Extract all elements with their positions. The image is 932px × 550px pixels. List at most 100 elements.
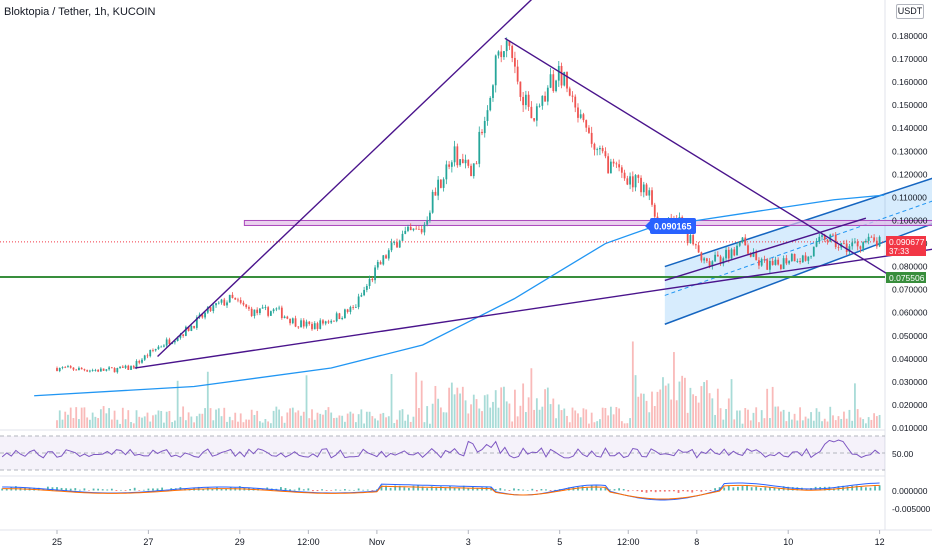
candle-body <box>585 120 588 128</box>
candle-body <box>272 309 275 312</box>
macd-hist-bar <box>357 488 360 491</box>
volume-bar <box>758 422 760 428</box>
macd-hist-bar <box>124 490 127 491</box>
candle-body <box>456 146 459 166</box>
volume-bar <box>714 414 716 428</box>
candle-body <box>508 40 511 46</box>
currency-button[interactable]: USDT <box>896 4 924 19</box>
candle-body <box>132 366 135 368</box>
macd-hist-bar <box>407 487 410 491</box>
volume-bar <box>341 415 344 428</box>
volume-bar <box>283 422 286 428</box>
volume-bar <box>854 383 856 428</box>
volume-bar <box>193 422 195 428</box>
candle-body <box>138 360 141 363</box>
candle-body <box>804 255 807 261</box>
candle-body <box>593 143 596 150</box>
volume-bar <box>481 411 483 428</box>
candle-body <box>862 242 865 249</box>
price-tick-label: 0.080000 <box>892 262 928 272</box>
macd-hist-bar <box>577 487 579 491</box>
candle-body <box>80 367 83 370</box>
volume-bar <box>675 400 678 428</box>
macd-hist-bar <box>705 490 707 491</box>
macd-hist-bar <box>791 487 794 491</box>
volume-bar <box>875 416 878 428</box>
candle-body <box>492 85 494 98</box>
candle-body <box>812 246 815 257</box>
volume-bar <box>810 412 812 428</box>
candle-body <box>555 80 557 92</box>
volume-bar <box>176 380 179 428</box>
candle-body <box>442 179 445 188</box>
macd-hist-bar <box>732 487 735 491</box>
candle-body <box>538 105 541 107</box>
macd-hist-bar <box>535 490 538 492</box>
candle-body <box>374 267 376 281</box>
volume-bar <box>684 377 686 428</box>
candle-body <box>774 259 777 265</box>
volume-bar <box>703 382 706 428</box>
macd-hist-bar <box>120 489 122 491</box>
time-tick-label: 3 <box>466 537 471 547</box>
volume-bar <box>437 398 440 428</box>
candle-body <box>574 96 577 108</box>
volume-bar <box>689 387 692 428</box>
candle-body <box>500 51 503 58</box>
candle-body <box>165 339 168 346</box>
volume-bar <box>412 416 415 428</box>
candle-body <box>259 308 261 314</box>
volume-bar <box>541 406 544 428</box>
resistance-zone <box>243 219 932 226</box>
volume-bar <box>514 389 516 428</box>
candle-body <box>719 256 722 264</box>
candle-body <box>253 309 256 316</box>
price-tick-label: 0.040000 <box>892 354 928 364</box>
candle-body <box>459 159 461 166</box>
volume-bar <box>686 412 689 428</box>
candle-body <box>596 149 599 151</box>
candle-body <box>634 175 637 188</box>
macd-hist-bar <box>220 488 223 491</box>
candle-body <box>396 242 398 248</box>
candle-body <box>823 235 826 240</box>
candle-body <box>807 256 810 261</box>
candle-body <box>242 302 245 305</box>
macd-hist-bar <box>101 489 104 491</box>
candle-body <box>612 161 615 164</box>
candle-body <box>69 366 72 368</box>
candle-body <box>686 227 689 244</box>
candle-body <box>470 165 472 177</box>
candle-body <box>514 57 516 67</box>
candle-body <box>714 254 716 262</box>
candle-body <box>135 360 138 368</box>
candle-body <box>302 320 305 327</box>
candle-body <box>105 369 108 371</box>
macd-hist-bar <box>5 488 8 491</box>
candle-body <box>160 346 163 348</box>
volume-bar <box>237 421 239 428</box>
volume-bar <box>302 411 305 428</box>
candle-body <box>237 299 239 301</box>
time-tick-label: 12:00 <box>617 537 640 547</box>
macd-hist-bar <box>586 487 589 491</box>
volume-bar <box>99 409 102 428</box>
volume-bar <box>821 421 823 428</box>
candle-body <box>154 349 157 351</box>
macd-hist-bar <box>334 489 337 491</box>
candle-body <box>651 190 653 205</box>
volume-bar <box>790 419 793 428</box>
volume-bar <box>135 410 138 428</box>
volume-bar <box>599 419 601 428</box>
volume-bar <box>766 388 769 428</box>
volume-bar <box>700 386 703 428</box>
macd-hist-bar <box>385 485 387 491</box>
price-tick-label: 0.180000 <box>892 31 928 41</box>
candle-body <box>692 235 695 245</box>
price-tick-label: 0.030000 <box>892 377 928 387</box>
macd-hist-bar <box>691 490 694 493</box>
macd-hist-bar <box>142 489 145 491</box>
candle-body <box>99 368 102 372</box>
volume-bar <box>823 418 826 428</box>
